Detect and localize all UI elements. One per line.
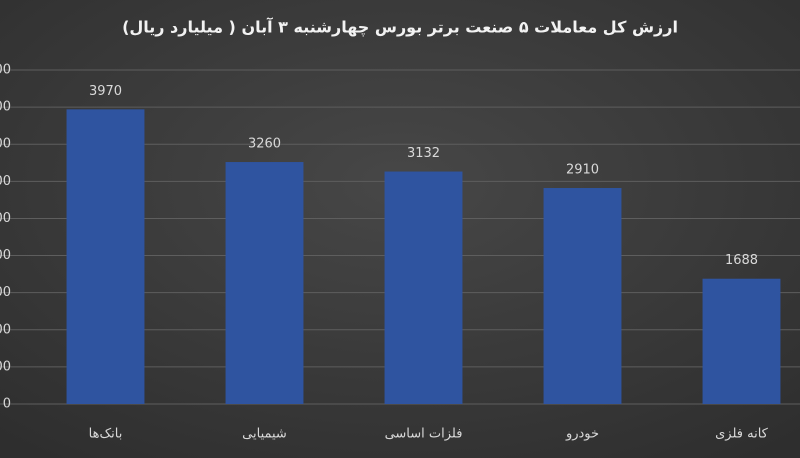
value-label: 3132 xyxy=(407,146,440,161)
y-tick-label: 4000 xyxy=(0,100,11,115)
y-tick-label: 1000 xyxy=(0,322,11,337)
x-tick-label: خودرو xyxy=(565,427,599,442)
bar xyxy=(225,162,304,404)
y-tick-label: 2500 xyxy=(0,211,11,226)
chart-title: ارزش کل معاملات ۵ صنعت برتر بورس چهارشنب… xyxy=(122,17,678,38)
bar xyxy=(384,171,463,404)
y-tick-label: 4500 xyxy=(0,63,11,78)
y-tick-label: 0 xyxy=(3,397,11,412)
y-tick-label: 3500 xyxy=(0,137,11,152)
value-label: 3970 xyxy=(89,84,122,99)
value-label: 2910 xyxy=(566,163,599,178)
bar xyxy=(702,278,781,404)
bar xyxy=(543,188,622,404)
y-tick-label: 3000 xyxy=(0,174,11,189)
x-tick-label: کانه فلزی xyxy=(715,427,769,442)
bar xyxy=(66,109,145,405)
y-tick-label: 1500 xyxy=(0,285,11,300)
y-tick-label: 500 xyxy=(0,359,11,374)
x-tick-label: بانک‌ها xyxy=(89,427,123,442)
x-tick-label: شیمیایی xyxy=(242,427,287,442)
x-tick-label: فلزات اساسی xyxy=(385,427,463,442)
value-label: 3260 xyxy=(248,137,281,152)
value-label: 1688 xyxy=(725,253,758,268)
y-tick-label: 2000 xyxy=(0,248,11,263)
